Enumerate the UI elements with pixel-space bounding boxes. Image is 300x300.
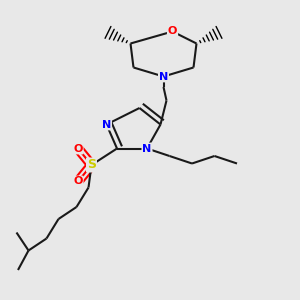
Text: S: S bbox=[87, 158, 96, 172]
Text: N: N bbox=[159, 71, 168, 82]
Text: O: O bbox=[73, 176, 83, 187]
Text: O: O bbox=[73, 143, 83, 154]
Text: N: N bbox=[142, 143, 152, 154]
Text: O: O bbox=[168, 26, 177, 37]
Text: N: N bbox=[102, 119, 111, 130]
